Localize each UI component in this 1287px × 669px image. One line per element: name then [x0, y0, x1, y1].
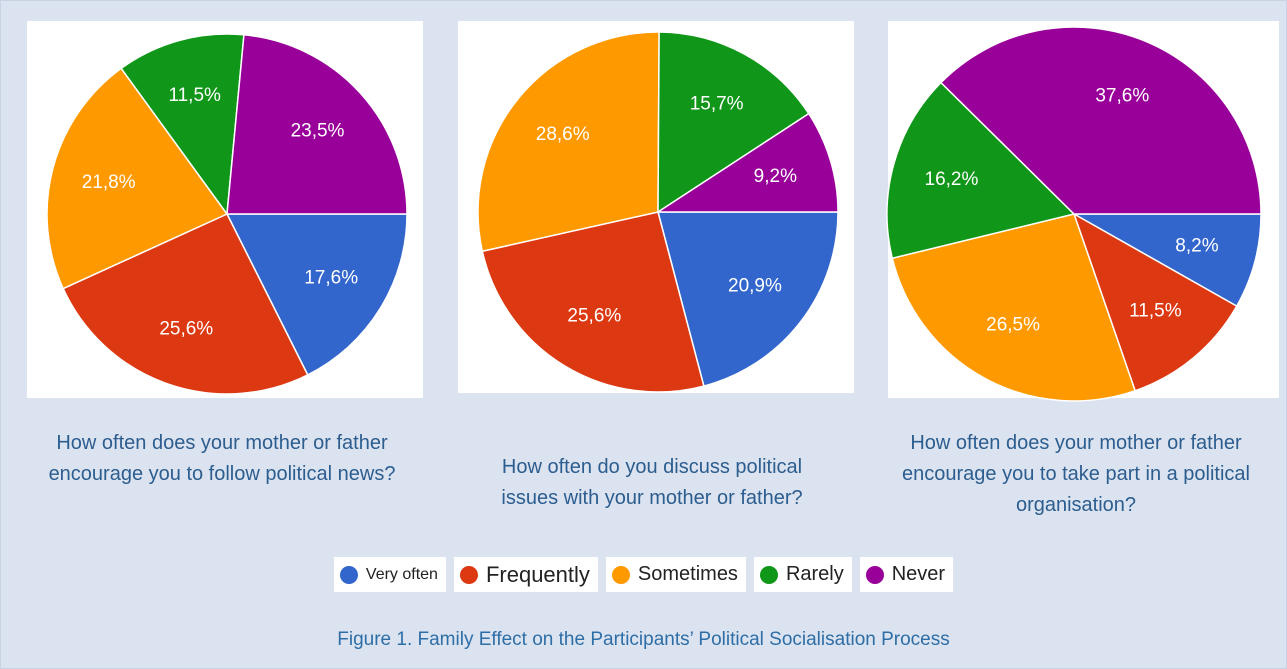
data-label: 9,2% — [754, 166, 797, 187]
legend: Very often Frequently Sometimes Rarely Never — [1, 557, 1286, 592]
legend-item: Frequently — [453, 557, 598, 592]
pie-slice — [891, 213, 1137, 402]
caption: Figure 1. Family Effect on the Participa… — [337, 629, 950, 650]
data-label: 16,2% — [925, 169, 979, 190]
data-label: 25,6% — [159, 318, 213, 339]
pie-slice — [477, 31, 660, 253]
legend-label: Sometimes — [637, 563, 738, 585]
chart-title: How often does your mother or father enc… — [902, 432, 1250, 516]
data-label: 21,8% — [82, 172, 136, 193]
pie-slice — [655, 112, 839, 213]
pie-slice — [62, 213, 309, 395]
legend-item: Never — [859, 557, 954, 592]
pie-slice — [46, 67, 229, 290]
data-label: 15,7% — [690, 94, 744, 115]
pie-slice — [657, 211, 839, 387]
legend-swatch — [759, 565, 778, 584]
chart-title: How often does your mother or father enc… — [48, 432, 396, 485]
pie-slice — [226, 33, 408, 215]
legend-label: Never — [891, 563, 946, 585]
legend-item: Very often — [333, 557, 446, 592]
data-label: 37,6% — [1095, 85, 1149, 106]
data-label: 17,6% — [304, 267, 358, 288]
legend-swatch — [459, 565, 478, 584]
pie-slice — [939, 26, 1262, 215]
data-label: 11,5% — [168, 85, 221, 106]
data-label: 8,2% — [1175, 235, 1218, 256]
pie-slice — [225, 213, 408, 376]
data-label: 28,6% — [536, 124, 590, 145]
pie-slice — [1072, 212, 1238, 392]
data-label: 25,6% — [567, 306, 621, 327]
legend-label: Rarely — [785, 563, 844, 585]
data-label: 23,5% — [291, 121, 345, 142]
legend-swatch — [865, 565, 884, 584]
data-label: 26,5% — [986, 315, 1040, 336]
data-label: 20,9% — [728, 276, 782, 297]
pie-slice — [481, 211, 705, 393]
legend-label: Very often — [365, 565, 438, 583]
pie-slice — [657, 31, 810, 214]
legend-swatch — [611, 565, 630, 584]
data-label: 11,5% — [1129, 301, 1182, 322]
pie-slice — [886, 81, 1076, 260]
chart-title: How often do you discuss political issue… — [501, 456, 803, 509]
pie-slice — [120, 33, 245, 217]
legend-item: Sometimes — [605, 557, 746, 592]
pie-slice — [1071, 213, 1262, 308]
legend-item: Rarely — [753, 557, 852, 592]
legend-swatch — [339, 565, 358, 584]
legend-label: Frequently — [485, 561, 590, 587]
